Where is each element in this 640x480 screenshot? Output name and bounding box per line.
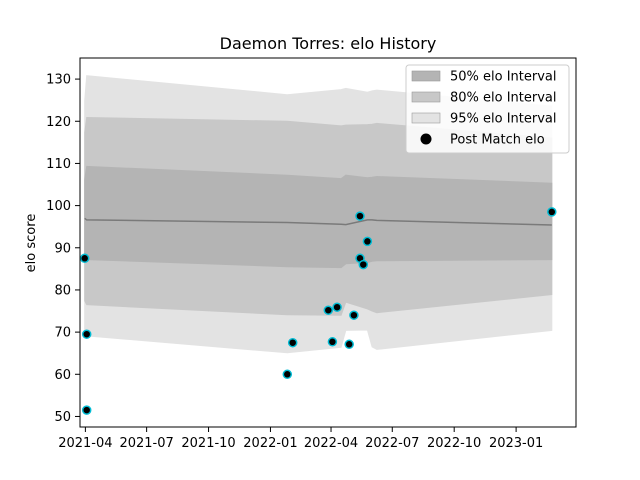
post-match-point (349, 310, 359, 320)
y-tick-label: 60 (54, 368, 71, 383)
post-match-point (362, 236, 373, 247)
legend-box (405, 64, 570, 154)
post-match-point (344, 339, 354, 350)
post-match-point (81, 405, 92, 415)
y-tick-label: 100 (46, 199, 71, 214)
x-tick-label: 2022-10 (427, 436, 481, 451)
post-match-points (79, 207, 557, 415)
post-match-point (327, 337, 338, 347)
x-tick-label: 2022-01 (243, 436, 297, 451)
x-tick-label: 2022-07 (365, 436, 419, 451)
x-tick-label: 2022-04 (304, 436, 358, 451)
y-tick-label: 110 (46, 157, 71, 172)
post-match-point (79, 253, 90, 264)
post-match-point (287, 337, 298, 348)
y-tick-label: 70 (54, 326, 71, 341)
post-match-point (282, 369, 293, 380)
mean-elo-line (84, 217, 552, 226)
x-tick-label: 2023-01 (489, 436, 543, 451)
y-axis: 50 60 70 80 90 100 110 120 130 (46, 73, 80, 425)
legend-swatch (411, 112, 441, 124)
y-tick-label: 80 (54, 283, 71, 298)
post-match-point (332, 302, 342, 312)
chart-title: Daemon Torres: elo History (220, 34, 437, 53)
band-p50 (84, 165, 553, 269)
legend-label: 50% elo Interval (450, 70, 557, 85)
post-match-point (547, 207, 557, 217)
y-tick-label: 90 (54, 241, 71, 256)
mean-line-path (84, 217, 552, 226)
legend: 50% elo Interval 80% elo Interval 95% elo … (405, 64, 570, 154)
y-axis-label: elo score (24, 214, 39, 273)
y-tick-label: 50 (54, 410, 71, 425)
legend-label: 80% elo Interval (450, 91, 557, 106)
legend-swatch (411, 91, 441, 103)
x-tick-label: 2021-07 (119, 436, 173, 451)
x-tick-label: 2021-10 (181, 436, 235, 451)
post-match-point (81, 329, 92, 339)
legend-label: Post Match elo (450, 133, 545, 148)
x-axis: 2021-04 2021-07 2021-10 2022-01 2022-04 2022-… (58, 427, 543, 451)
legend-swatch (411, 70, 441, 82)
post-match-point (358, 259, 369, 270)
legend-label: 95% elo Interval (450, 112, 557, 127)
legend-marker-dot (420, 133, 432, 145)
plot-frame (79, 57, 577, 428)
y-tick-label: 120 (46, 115, 71, 130)
x-tick-label: 2021-04 (58, 436, 112, 451)
y-tick-label: 130 (46, 73, 71, 88)
post-match-point (323, 305, 334, 315)
post-match-point (355, 211, 365, 221)
